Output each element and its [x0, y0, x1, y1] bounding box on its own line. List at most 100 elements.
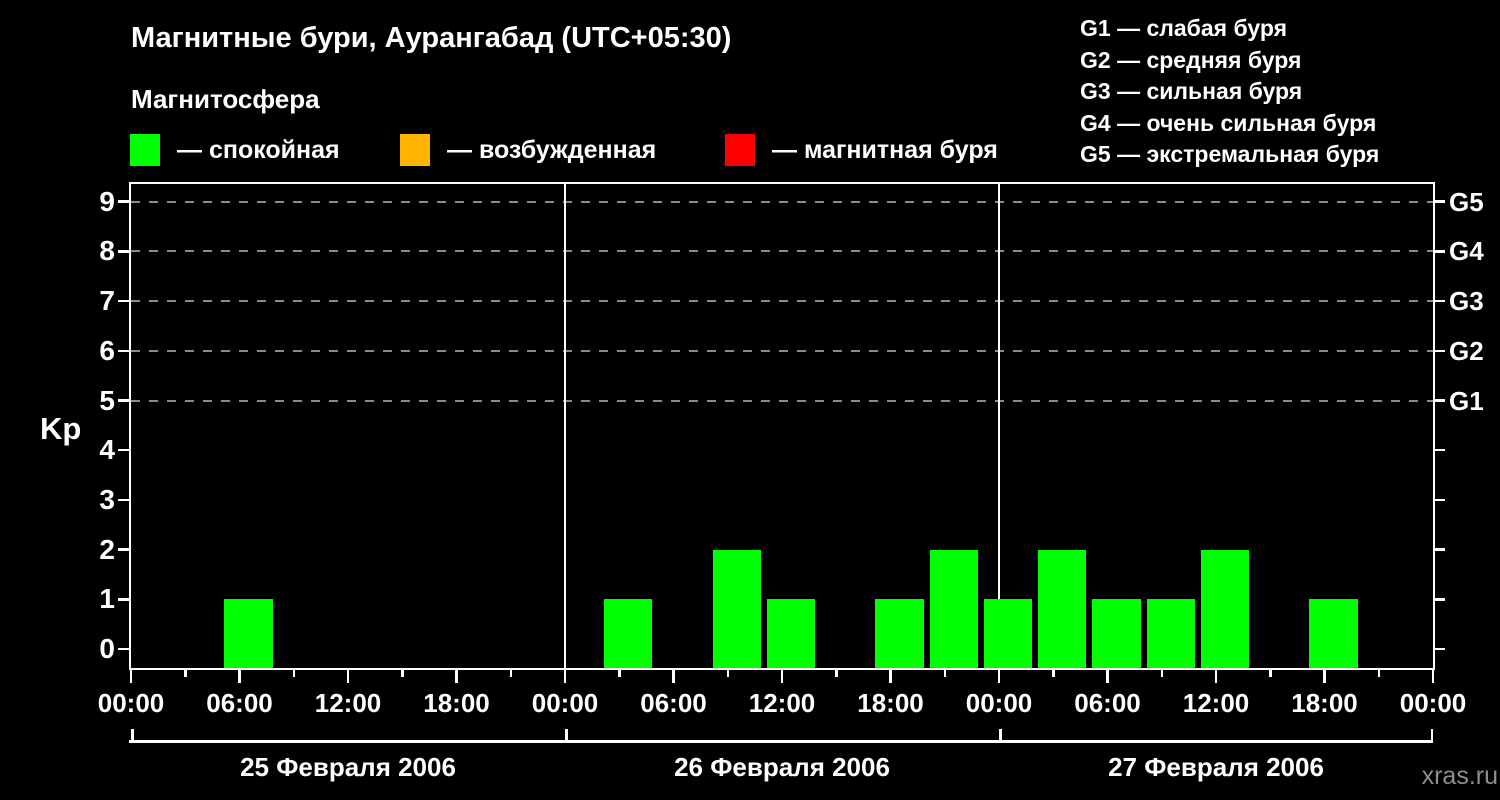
x-axis-minor-tick	[1160, 668, 1163, 677]
y-tick-label: 5	[99, 384, 115, 416]
kp-bar	[712, 549, 761, 668]
y-tick-label: 4	[99, 434, 115, 466]
g-scale-label: G2	[1449, 335, 1484, 366]
x-axis-major-tick	[1323, 668, 1326, 683]
x-tick-label: 06:00	[1074, 688, 1141, 718]
y-axis-tick	[118, 448, 130, 452]
kp-bar	[1092, 599, 1141, 668]
kp-bar	[766, 599, 816, 668]
date-bracket-tick	[999, 729, 1002, 742]
g-scale-label: G3	[1449, 286, 1484, 317]
x-axis-minor-tick	[943, 668, 946, 677]
right-axis-tick	[1433, 399, 1445, 402]
legend-label: — магнитная буря	[772, 135, 998, 164]
y-axis-tick	[118, 647, 130, 651]
kp-bar	[875, 599, 924, 668]
kp-bar	[1038, 549, 1087, 668]
right-axis-tick	[1433, 598, 1445, 601]
x-tick-label: 06:00	[206, 688, 273, 718]
g-scale-legend-line: G3 — сильная буря	[1080, 78, 1303, 105]
x-tick-label: 12:00	[1182, 688, 1250, 718]
x-axis-major-tick	[1106, 668, 1109, 683]
x-axis-minor-tick	[509, 668, 512, 677]
right-axis-tick	[1433, 299, 1445, 303]
date-bracket-line	[129, 740, 1433, 743]
x-axis-minor-tick	[1377, 668, 1380, 677]
kp-gridline	[131, 300, 1433, 303]
right-axis-tick	[1433, 498, 1445, 502]
y-axis-tick	[118, 250, 130, 253]
date-bracket-tick	[1430, 729, 1433, 742]
x-tick-label: 00:00	[531, 688, 599, 718]
right-axis-tick	[1433, 548, 1445, 551]
x-axis-major-tick	[889, 668, 892, 683]
x-axis-major-tick	[1214, 668, 1218, 683]
g-scale-label: G5	[1449, 186, 1484, 217]
g-scale-legend: G1 — слабая буря G2 — средняя буря G3 — …	[1080, 13, 1379, 171]
right-axis-tick	[1433, 250, 1445, 253]
legend-label: — возбужденная	[447, 135, 657, 164]
x-tick-label: 12:00	[314, 688, 382, 718]
x-axis-minor-tick	[401, 668, 404, 677]
kp-bar	[604, 599, 653, 668]
g-scale-label: G1	[1449, 385, 1484, 416]
y-axis-tick	[118, 349, 130, 353]
y-tick-label: 1	[99, 583, 115, 615]
plot-area: 0 1 2 3 4 5 6 7 8 9 G1 G2 G3 G4 G5 00:00 06:00 12:00 18:00…	[98, 182, 1484, 782]
y-tick-label: 9	[99, 185, 115, 217]
y-tick-label: 6	[99, 334, 115, 366]
x-axis-minor-tick	[1269, 668, 1272, 677]
date-label: 27 Февраля 2006	[1108, 752, 1324, 782]
quiet-color-swatch	[130, 134, 160, 166]
page-title: Магнитные бури, Аурангабад (UTC+05:30)	[131, 22, 732, 54]
x-axis-major-tick	[672, 668, 675, 683]
date-label: 26 Февраля 2006	[674, 752, 890, 782]
x-axis-major-tick	[238, 668, 241, 683]
y-axis-tick	[118, 548, 130, 551]
x-tick-label: 00:00	[1399, 688, 1467, 718]
x-axis-major-tick	[997, 668, 1001, 683]
x-axis-major-tick	[129, 668, 133, 683]
x-axis-major-tick	[1431, 668, 1435, 683]
x-axis-minor-tick	[184, 668, 187, 677]
storm-color-swatch	[725, 134, 755, 166]
x-tick-label: 18:00	[857, 688, 924, 718]
date-bracket-tick	[565, 729, 568, 742]
day-separator	[563, 184, 567, 668]
y-tick-label: 0	[99, 633, 115, 664]
date-label: 25 Февраля 2006	[240, 752, 456, 782]
g-scale-label: G4	[1449, 236, 1484, 267]
kp-gridline	[131, 250, 1433, 253]
x-axis-minor-tick	[726, 668, 729, 677]
y-axis-tick	[118, 598, 130, 601]
g-scale-legend-line: G5 — экстремальная буря	[1080, 141, 1380, 168]
x-axis-major-tick	[563, 668, 567, 683]
x-tick-label: 06:00	[640, 688, 707, 718]
y-axis-tick	[118, 299, 130, 303]
right-axis-tick	[1433, 200, 1445, 203]
kp-gridline	[131, 399, 1433, 402]
y-axis-tick	[118, 498, 130, 502]
chart-subtitle: Магнитосфера	[131, 84, 320, 114]
x-tick-label: 00:00	[97, 688, 165, 718]
date-bracket-tick	[131, 729, 134, 742]
x-axis-minor-tick	[1052, 668, 1055, 677]
right-axis-tick	[1433, 349, 1445, 353]
g-scale-legend-line: G1 — слабая буря	[1080, 15, 1288, 41]
x-axis-minor-tick	[618, 668, 621, 677]
x-tick-label: 12:00	[748, 688, 816, 718]
right-axis-tick	[1433, 448, 1445, 452]
y-tick-label: 3	[99, 483, 115, 515]
kp-bar	[224, 599, 273, 668]
kp-bar	[929, 549, 978, 668]
x-axis-major-tick	[455, 668, 458, 683]
legend-item-disturbed: — возбужденная	[400, 133, 656, 167]
kp-bar	[983, 599, 1033, 668]
watermark: xras.ru	[1421, 762, 1498, 790]
right-axis-tick	[1433, 647, 1445, 651]
g-scale-legend-line: G4 — очень сильная буря	[1080, 109, 1377, 136]
x-tick-label: 18:00	[1291, 688, 1358, 718]
x-axis-minor-tick	[835, 668, 838, 677]
x-axis-major-tick	[346, 668, 350, 683]
y-tick-label: 7	[99, 285, 115, 317]
